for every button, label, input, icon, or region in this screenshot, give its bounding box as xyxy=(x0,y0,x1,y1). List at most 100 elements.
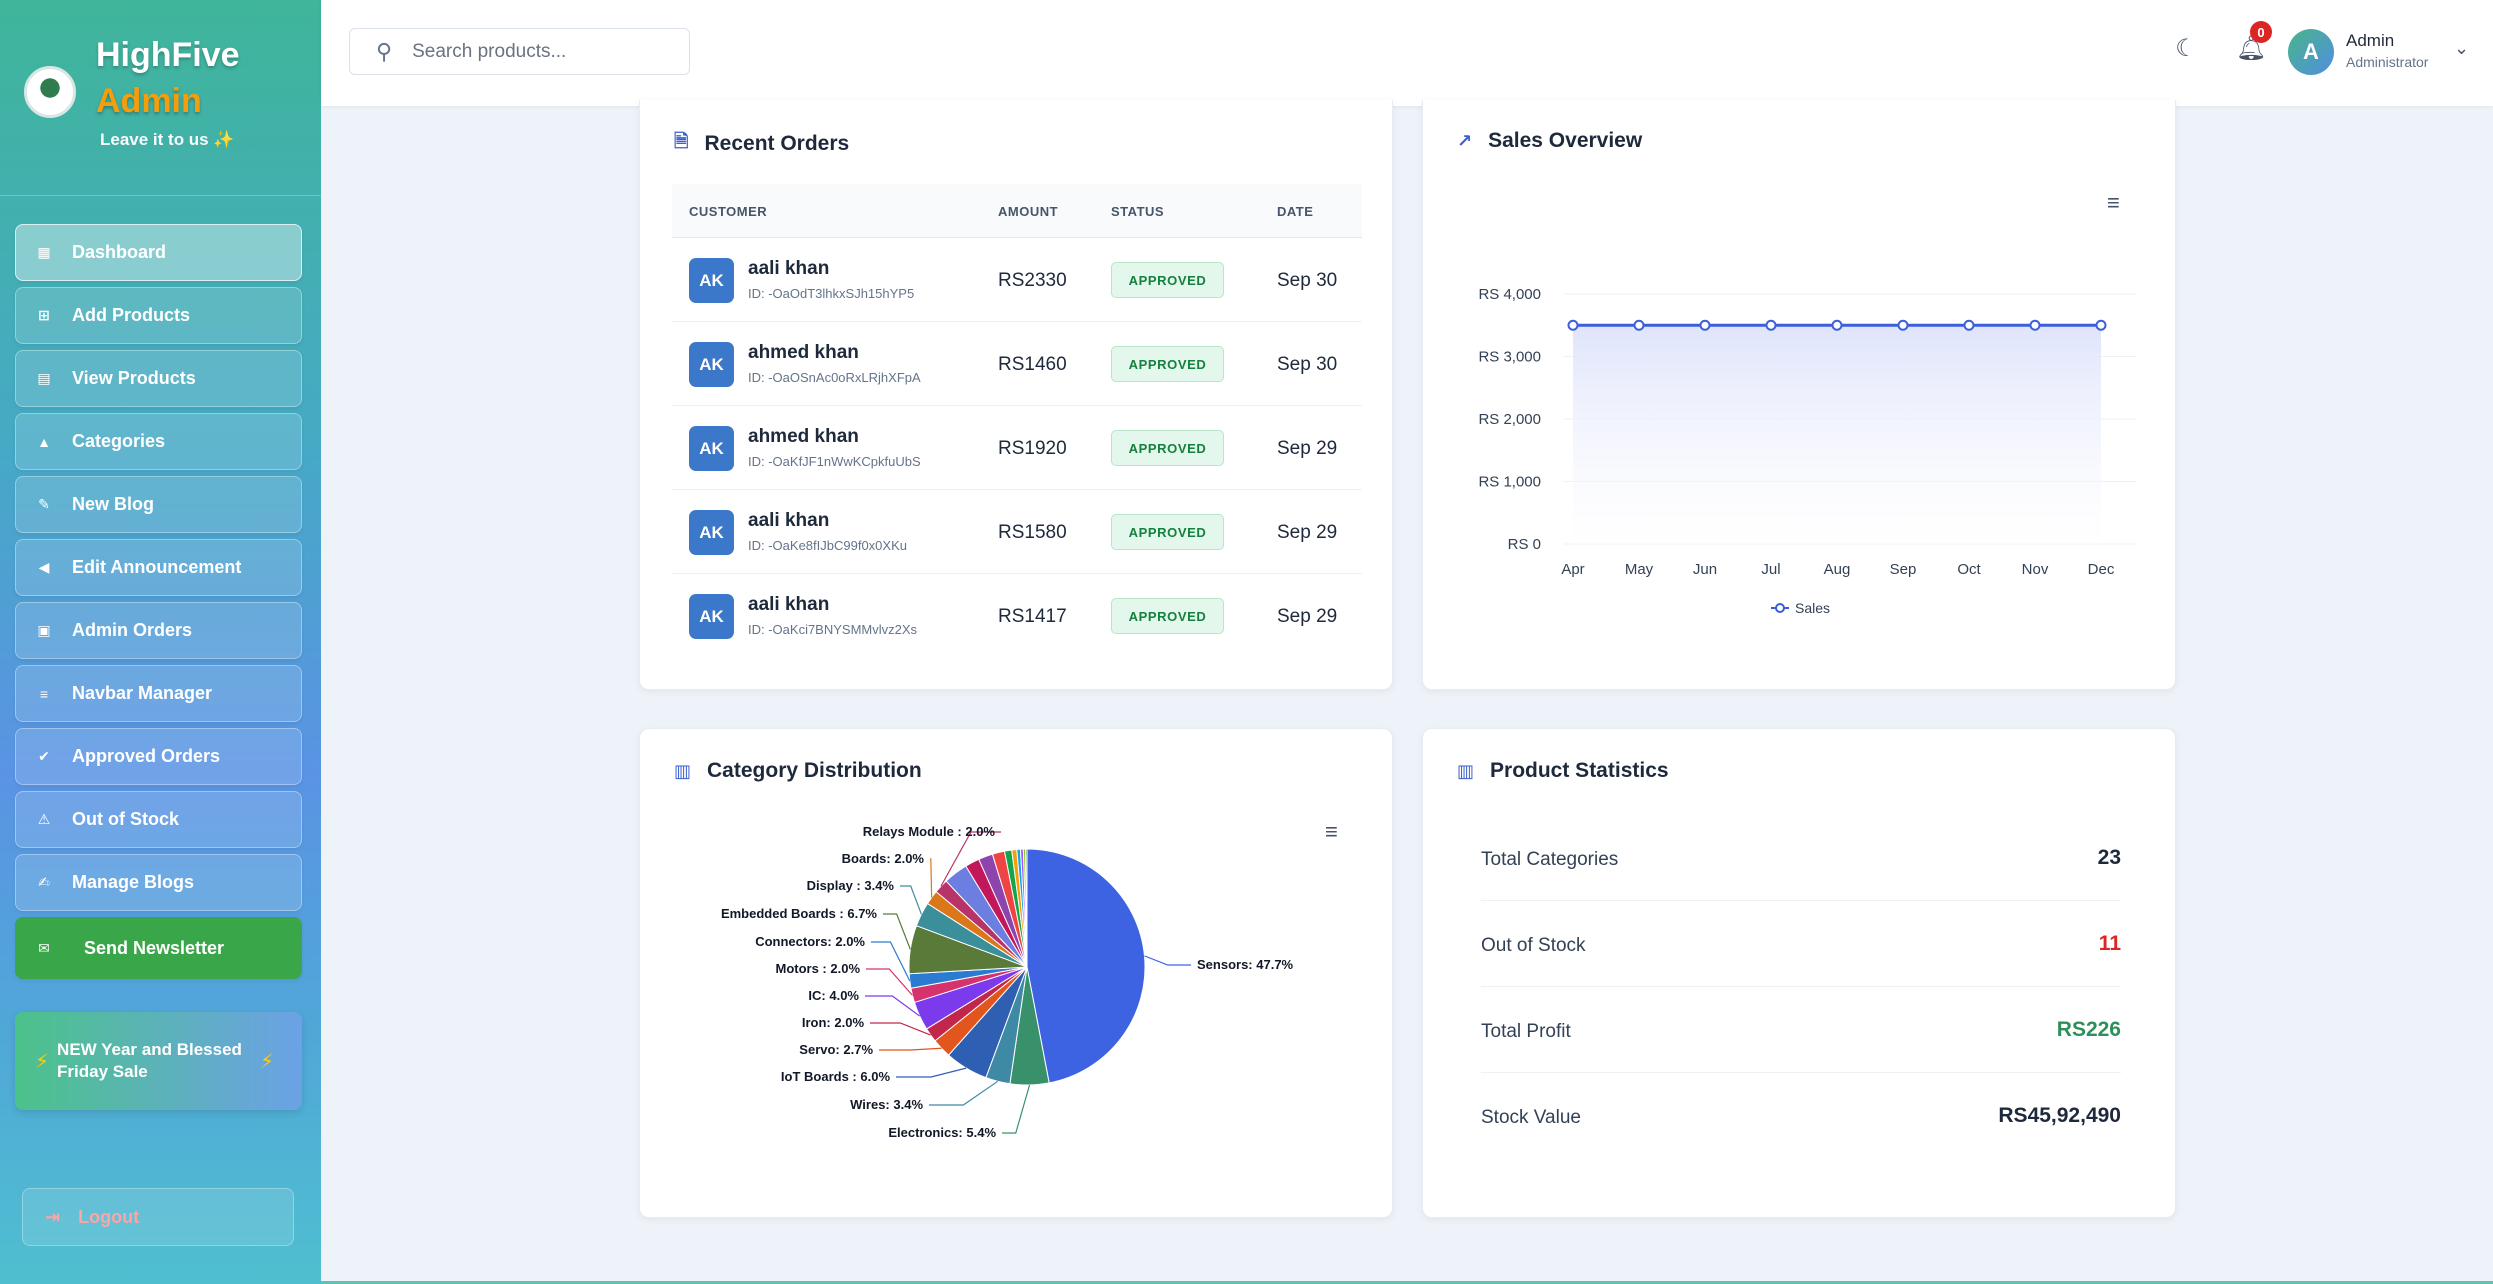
y-tick-label: RS 1,000 xyxy=(1478,474,1541,491)
brand-subtitle: Admin xyxy=(96,82,202,120)
lightning-icon: ⚡ xyxy=(259,1050,274,1073)
pie-leader-line xyxy=(883,913,911,950)
stat-value: RS45,92,490 xyxy=(1998,1104,2121,1127)
sidebar-item-new-blog[interactable]: ✎ New Blog xyxy=(15,476,302,533)
search-icon: ⚲ xyxy=(376,38,393,64)
sidebar-item-approved-orders[interactable]: ✔ Approved Orders xyxy=(15,728,302,785)
pie-slice xyxy=(1025,848,1028,968)
bottom-border xyxy=(321,1281,2493,1284)
y-tick-label: RS 0 xyxy=(1508,536,1541,553)
search-box[interactable]: ⚲ xyxy=(349,28,690,75)
x-tick-label: Jul xyxy=(1761,561,1780,578)
sales-chart: RS 0 RS 1,000 RS 2,000 RS 3,000 RS 4,000 Apr M… xyxy=(1478,286,2137,616)
sidebar-item-dashboard[interactable]: ▦ Dashboard xyxy=(15,224,302,281)
sidebar-item-add-products[interactable]: ⊞ Add Products xyxy=(15,287,302,344)
stat-stock-value: Stock Value RS45,92,490 xyxy=(1481,1073,2121,1159)
table-row[interactable]: AK aali khan ID: -OaKe8fIJbC99f0x0XKu RS… xyxy=(672,490,1362,574)
table-row[interactable]: AK ahmed khan ID: -OaKfJF1nWwKCpkfuUbS R… xyxy=(672,406,1362,490)
user-name[interactable]: Admin xyxy=(2346,31,2395,50)
product-statistics-card: ▥ Product Statistics Total Categories 23… xyxy=(1422,728,2176,1218)
chart-menu-icon[interactable]: ≡ xyxy=(2107,190,2120,215)
table-row[interactable]: AK ahmed khan ID: -OaOSnAc0oRxLRjhXFpA R… xyxy=(672,322,1362,406)
send-newsletter-label: Send Newsletter xyxy=(84,937,225,958)
logo[interactable] xyxy=(24,66,76,118)
document-icon: 🗎︎ xyxy=(674,131,689,151)
sales-area xyxy=(1573,325,2101,544)
lightning-icon: ⚡ xyxy=(35,1050,50,1073)
legend-marker xyxy=(1775,603,1785,613)
logo-image xyxy=(30,72,70,112)
stat-total-categories: Total Categories 23 xyxy=(1481,815,2121,901)
moon-icon[interactable]: ☾ xyxy=(2175,34,2197,62)
x-tick-label: Jun xyxy=(1693,561,1717,578)
search-input[interactable] xyxy=(412,40,653,63)
sidebar-item-view-products[interactable]: ▤ View Products xyxy=(15,350,302,407)
brand-title: HighFive xyxy=(96,36,240,74)
bar-chart-icon: ▥ xyxy=(1457,760,1475,781)
sale-announcement-card[interactable]: ⚡ NEW Year and Blessed Friday Sale ⚡ xyxy=(15,1012,302,1110)
sidebar-item-out-of-stock[interactable]: ⚠ Out of Stock xyxy=(15,791,302,848)
clipboard-icon: ▣ xyxy=(37,622,51,638)
sidebar-item-label: Approved Orders xyxy=(72,746,221,766)
sidebar-item-navbar-manager[interactable]: ≡ Navbar Manager xyxy=(15,665,302,722)
x-tick-label: Sep xyxy=(1890,561,1917,578)
warning-icon: ⚠ xyxy=(37,811,51,827)
edit-icon: ✎ xyxy=(38,496,50,512)
order-amount: RS1460 xyxy=(998,354,1067,375)
sidebar-item-edit-announcement[interactable]: ◀ Edit Announcement xyxy=(15,539,302,596)
sidebar-item-label: New Blog xyxy=(72,494,155,514)
customer-avatar: AK xyxy=(689,510,734,555)
column-header-date: DATE xyxy=(1277,204,1314,219)
pie-label: Wires: 3.4% xyxy=(850,1097,923,1112)
x-tick-label: May xyxy=(1625,561,1654,578)
pie-leader-line xyxy=(871,941,911,982)
category-distribution-title: ▥ Category Distribution xyxy=(674,759,922,783)
category-distribution-title-text: Category Distribution xyxy=(707,759,922,782)
sales-data-point xyxy=(1633,319,1645,331)
sales-data-point xyxy=(1567,319,1579,331)
legend-label: Sales xyxy=(1795,600,1830,616)
customer-avatar: AK xyxy=(689,342,734,387)
sidebar-item-manage-blogs[interactable]: ✍ Manage Blogs xyxy=(15,854,302,911)
x-tick-label: Aug xyxy=(1824,561,1851,578)
sidebar-item-label: Manage Blogs xyxy=(72,872,195,892)
pie-chart: Sensors: 47.7% Electronics: 5.4% Wires: 3.… xyxy=(721,824,1294,1140)
sales-data-point xyxy=(2029,319,2041,331)
pie-label: Embedded Boards : 6.7% xyxy=(721,906,877,921)
stat-label: Total Profit xyxy=(1481,1021,1571,1042)
send-newsletter-button[interactable]: ✉ Send Newsletter xyxy=(15,917,302,979)
order-date: Sep 30 xyxy=(1277,354,1338,375)
x-tick-label: Oct xyxy=(1957,561,1981,578)
column-header-amount: AMOUNT xyxy=(998,204,1059,219)
recent-orders-card: 🗎︎ Recent Orders CUSTOMER AMOUNT STATUS … xyxy=(639,100,1393,690)
order-id: ID: -OaKe8fIJbC99f0x0XKu xyxy=(748,538,907,553)
order-date: Sep 29 xyxy=(1277,606,1338,627)
order-amount: RS2330 xyxy=(998,270,1067,291)
bar-chart-icon: ▥ xyxy=(674,760,692,781)
stat-label: Out of Stock xyxy=(1481,935,1586,956)
table-row[interactable]: AK aali khan ID: -OaOdT3lhkxSJh15hYP5 RS… xyxy=(672,238,1362,322)
y-tick-label: RS 2,000 xyxy=(1478,411,1541,428)
logout-button[interactable]: ⇥ Logout xyxy=(22,1188,294,1246)
sidebar-item-categories[interactable]: ▲ Categories xyxy=(15,413,302,470)
pie-label: Boards: 2.0% xyxy=(842,851,925,866)
pie-label: Display : 3.4% xyxy=(807,878,895,893)
column-header-customer: CUSTOMER xyxy=(689,204,768,219)
sidebar-item-label: Navbar Manager xyxy=(72,683,213,703)
status-badge: APPROVED xyxy=(1111,430,1224,466)
stat-value: RS226 xyxy=(2056,1018,2121,1041)
sidebar-item-label: Edit Announcement xyxy=(72,557,242,577)
table-row[interactable]: AK aali khan ID: -OaKci7BNYSMMvlvz2Xs RS… xyxy=(672,574,1362,658)
status-badge: APPROVED xyxy=(1111,598,1224,634)
y-tick-label: RS 3,000 xyxy=(1478,349,1541,366)
x-tick-label: Nov xyxy=(2022,561,2049,578)
chart-menu-icon[interactable]: ≡ xyxy=(1325,819,1338,844)
avatar[interactable]: A xyxy=(2288,29,2334,75)
sidebar-item-admin-orders[interactable]: ▣ Admin Orders xyxy=(15,602,302,659)
status-badge: APPROVED xyxy=(1111,514,1224,550)
customer-name: aali khan xyxy=(748,594,830,615)
pie-label: Sensors: 47.7% xyxy=(1197,957,1294,972)
chevron-down-icon[interactable]: ⌄ xyxy=(2454,38,2470,58)
stat-total-profit: Total Profit RS226 xyxy=(1481,987,2121,1073)
y-tick-label: RS 4,000 xyxy=(1478,286,1541,303)
